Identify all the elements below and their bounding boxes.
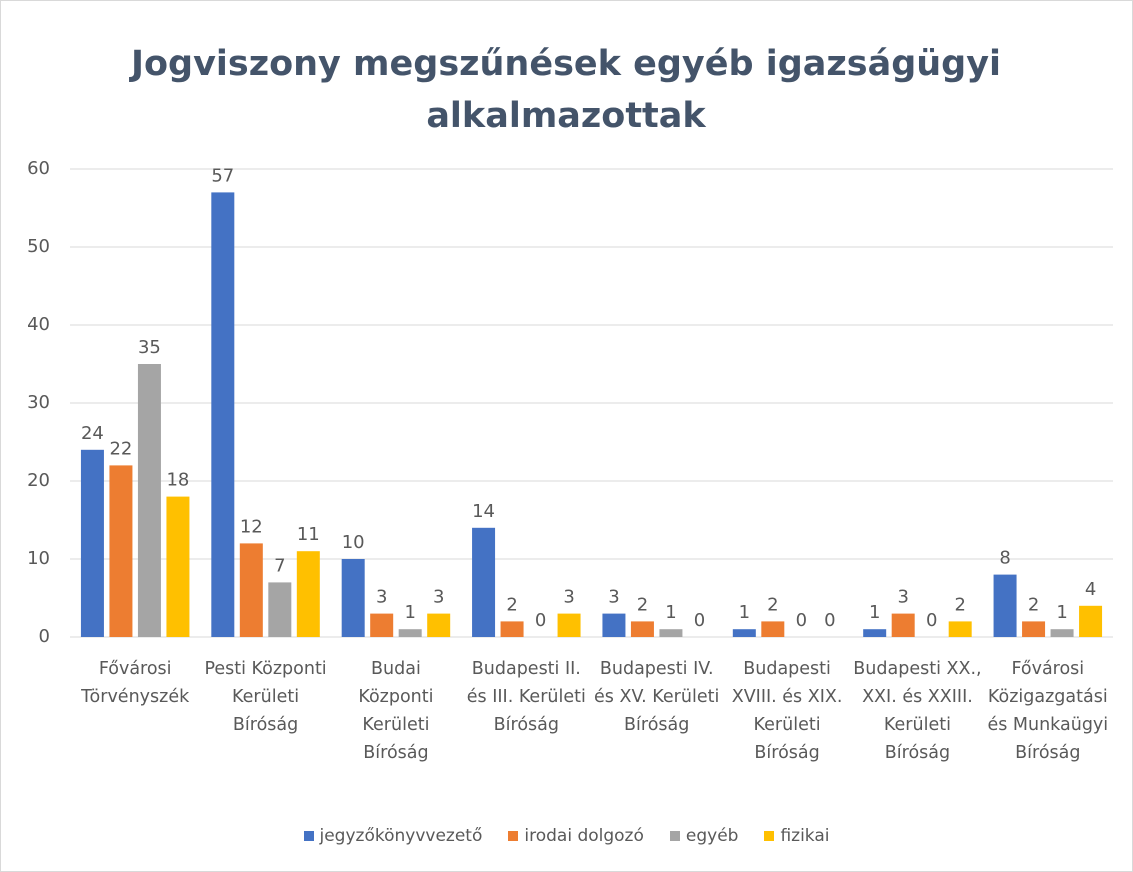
bar [80,449,104,637]
data-label: 12 [240,516,263,537]
data-label: 0 [535,610,546,631]
legend-label: egyéb [685,826,739,846]
bar [500,621,524,637]
bar [472,527,496,637]
legend-label: jegyzőkönyvvezető [319,826,483,846]
data-label: 0 [824,610,835,631]
data-label: 8 [999,548,1010,569]
y-tick-label: 0 [39,626,50,647]
x-tick-label: Budapesti II. és III. Kerületi Bíróság [466,659,586,735]
y-tick-label: 40 [27,314,50,335]
data-label: 10 [342,532,365,553]
x-tick-label: Budapesti IV. és XV. Kerületi Bíróság [594,659,720,735]
data-label: 0 [694,610,705,631]
data-label: 3 [376,587,387,608]
y-tick-label: 20 [27,470,50,491]
data-label: 7 [274,555,285,576]
bar [239,543,263,637]
legend-item: jegyzőkönyvvezető [303,826,483,846]
data-label: 1 [739,602,750,623]
data-label: 24 [81,423,104,444]
data-label: 18 [166,470,189,491]
data-label: 14 [472,501,495,522]
data-label: 2 [767,594,778,615]
bar [863,629,887,637]
bar [166,496,190,637]
bar [109,465,133,637]
bar [211,192,235,637]
legend: jegyzőkönyvvezető irodai dolgozó egyéb fizi… [0,826,1133,846]
legend-item: irodai dolgozó [508,826,644,846]
data-label: 2 [637,594,648,615]
x-tick-label: Budai Központi Kerületi Bíróság [358,659,434,763]
y-tick-label: 60 [27,158,50,179]
data-label: 2 [954,594,965,615]
legend-swatch [303,831,314,841]
data-label: 1 [404,602,415,623]
bar [398,629,422,637]
bar [732,629,756,637]
bar [427,613,451,637]
bar [137,364,161,637]
data-label: 11 [297,524,320,545]
data-label: 0 [926,610,937,631]
y-tick-label: 50 [27,236,50,257]
data-label: 4 [1085,579,1096,600]
bar [268,582,292,637]
bar [296,551,320,637]
x-tick-label: Budapesti XVIII. és XIX. Kerületi Bírósá… [731,659,843,763]
data-label: 3 [433,587,444,608]
legend-item: egyéb [669,826,739,846]
y-tick-label: 10 [27,548,50,569]
x-tick-label: Fővárosi Törvényszék [81,659,190,707]
data-label: 2 [506,594,517,615]
data-label: 57 [211,165,234,186]
chart-title: Jogviszony megszűnések egyéb igazságügyi… [130,44,1002,136]
legend-swatch [669,831,680,841]
data-label: 2 [1028,594,1039,615]
data-label: 1 [665,602,676,623]
bar [1022,621,1046,637]
bar [993,574,1017,637]
legend-swatch [508,831,519,841]
data-label: 1 [869,602,880,623]
legend-label: irodai dolgozó [524,826,644,846]
bar [761,621,785,637]
bar [948,621,972,637]
legend-swatch [764,831,775,841]
bar [557,613,581,637]
bar [370,613,394,637]
data-label: 1 [1056,602,1067,623]
bar [630,621,654,637]
legend-label: fizikai [780,826,830,846]
data-label: 3 [563,587,574,608]
x-tick-label: Fővárosi Közigazgatási és Munkaügyi Bíró… [987,659,1109,763]
bar [1050,629,1074,637]
data-label: 3 [608,587,619,608]
bar [602,613,626,637]
legend-item: fizikai [764,826,830,846]
bar [891,613,915,637]
bar [341,559,365,637]
x-tick-label: Pesti Központi Kerületi Bíróság [204,659,327,735]
y-tick-label: 30 [27,392,50,413]
data-label: 35 [138,337,161,358]
bar [1079,605,1103,637]
x-tick-label: Budapesti XX., XXI. és XXIII. Kerületi B… [853,659,982,763]
bar [659,629,683,637]
data-label: 22 [109,438,132,459]
data-label: 3 [897,587,908,608]
data-label: 0 [796,610,807,631]
